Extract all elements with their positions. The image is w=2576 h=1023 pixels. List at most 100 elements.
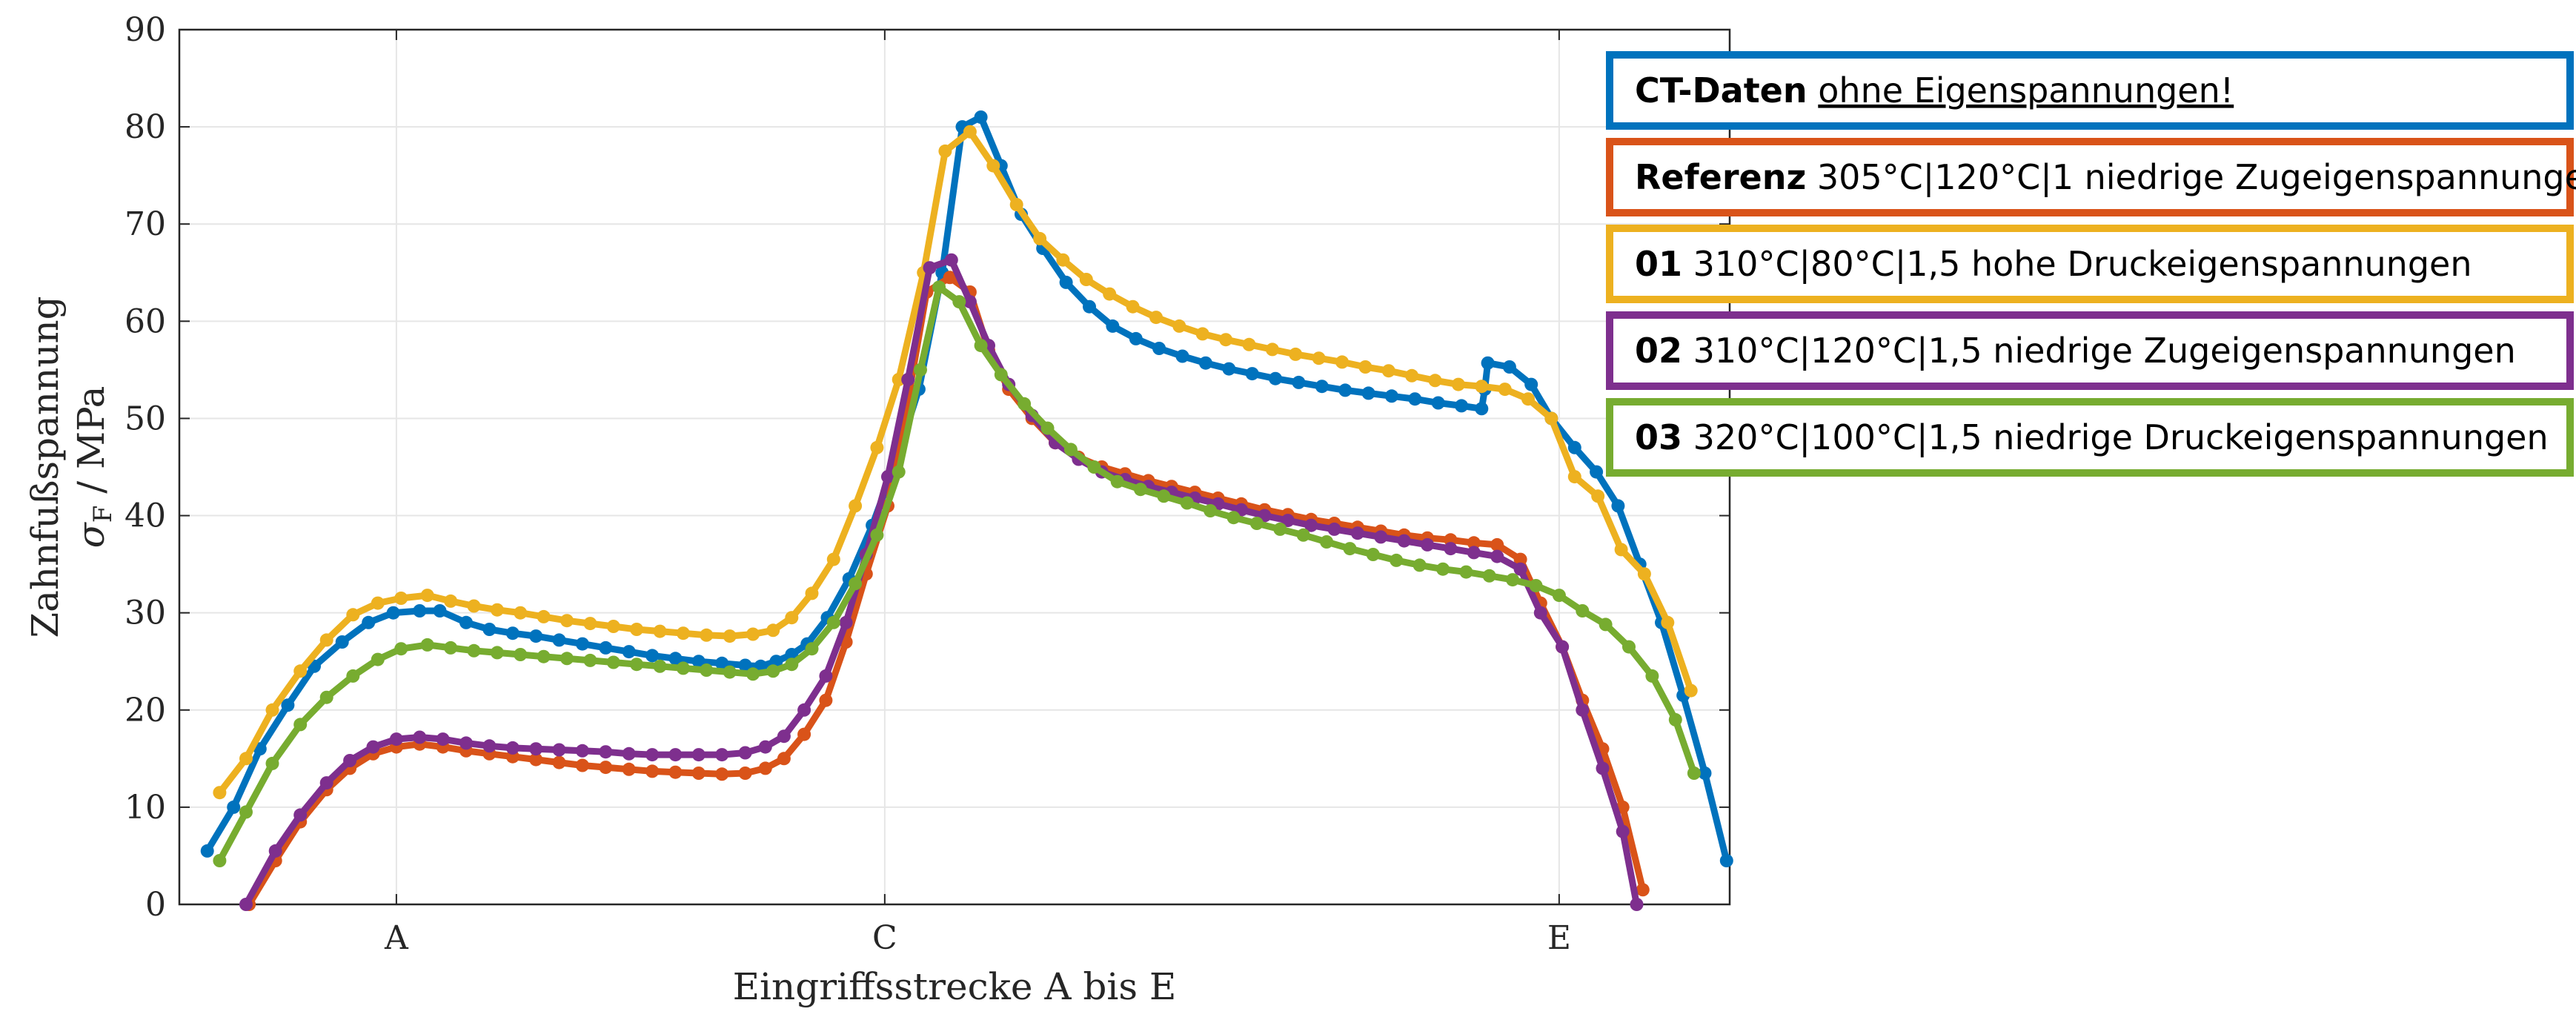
data-point	[870, 528, 884, 542]
data-point	[746, 627, 760, 641]
data-point	[200, 844, 214, 858]
data-point	[1475, 402, 1489, 416]
data-point	[371, 596, 385, 610]
data-point	[514, 606, 528, 620]
data-point	[467, 599, 481, 613]
legend-label-bold: 03	[1635, 417, 1682, 457]
data-point	[826, 552, 840, 566]
legend-label: 02 310°C|120°C|1,5 niedrige Zugeigenspan…	[1635, 331, 2516, 371]
data-point	[268, 844, 282, 858]
data-point	[1636, 883, 1650, 897]
data-point	[1684, 683, 1698, 698]
data-point	[1591, 489, 1605, 503]
data-point	[389, 732, 403, 746]
series-4	[239, 253, 1644, 911]
y-tick-label: 70	[125, 205, 166, 243]
data-point	[1350, 526, 1364, 540]
y-axis-symbol: σ	[70, 521, 113, 548]
data-point	[444, 640, 458, 655]
data-point	[994, 368, 1008, 382]
legend-label-bold: CT-Daten	[1635, 70, 1807, 110]
data-point	[1687, 767, 1701, 780]
data-point	[213, 854, 227, 867]
data-point	[293, 664, 308, 678]
data-point	[394, 592, 408, 605]
data-point	[805, 642, 819, 656]
data-point	[1180, 496, 1194, 510]
data-point	[1315, 380, 1329, 394]
data-point	[1312, 351, 1326, 365]
data-point	[676, 661, 690, 675]
data-point	[552, 755, 566, 769]
data-point	[227, 800, 241, 814]
legend-label-rest: 310°C|120°C|1,5 niedrige Zugeigenspannun…	[1682, 331, 2516, 371]
legend-label-rest: 320°C|100°C|1,5 niedrige Druckeigenspann…	[1682, 417, 2549, 458]
y-tick-label: 10	[125, 789, 166, 827]
data-point	[777, 729, 791, 744]
data-point	[552, 633, 566, 647]
y-tick-label: 90	[125, 11, 166, 49]
data-point	[482, 739, 497, 753]
data-point	[575, 744, 589, 758]
data-point	[366, 740, 380, 754]
data-point	[1343, 542, 1357, 556]
data-point	[914, 362, 927, 377]
data-point	[819, 669, 833, 683]
data-point	[1134, 483, 1147, 497]
data-point	[645, 748, 660, 762]
data-point	[420, 638, 434, 652]
data-point	[1590, 465, 1604, 479]
data-point	[529, 742, 543, 756]
data-point	[974, 110, 988, 124]
x-tick-label: C	[872, 919, 897, 957]
y-tick-label: 80	[125, 108, 166, 146]
data-point	[923, 261, 937, 275]
data-point	[346, 608, 360, 622]
data-point	[1567, 440, 1581, 454]
data-point	[1544, 411, 1558, 426]
data-point	[622, 645, 636, 659]
data-point	[1431, 396, 1445, 410]
data-point	[1455, 399, 1469, 413]
data-point	[1281, 514, 1295, 528]
data-point	[319, 776, 333, 790]
legend-item-3: 01 310°C|80°C|1,5 hohe Druckeigenspannun…	[1606, 225, 2574, 303]
data-point	[1304, 518, 1318, 532]
data-point	[700, 663, 714, 677]
data-point	[974, 339, 988, 353]
data-point	[1444, 542, 1458, 556]
legend-item-5: 03 320°C|100°C|1,5 niedrige Druckeigensp…	[1606, 398, 2574, 477]
legend-box	[1606, 138, 2574, 216]
data-point	[1576, 703, 1590, 717]
data-point	[444, 594, 458, 608]
data-point	[630, 623, 644, 636]
data-point	[575, 637, 589, 651]
data-point	[691, 655, 706, 669]
data-point	[1599, 618, 1613, 632]
data-point	[505, 626, 519, 640]
data-point	[797, 727, 811, 741]
legend-item-2: Referenz 305°C|120°C|1 niedrige Zugeigen…	[1606, 138, 2576, 216]
data-point	[943, 271, 957, 285]
legend-label-rest: 310°C|80°C|1,5 hohe Druckeigenspannungen	[1682, 244, 2472, 285]
legend-label-bold: 02	[1635, 331, 1682, 371]
legend-label-rest: ohne Eigenspannungen!	[1818, 70, 2234, 110]
data-point	[1719, 854, 1733, 867]
legend-box	[1606, 225, 2574, 303]
data-point	[239, 898, 253, 911]
data-point	[467, 643, 481, 658]
legend-label: 01 310°C|80°C|1,5 hohe Druckeigenspannun…	[1635, 244, 2472, 285]
data-point	[1513, 562, 1527, 576]
data-point	[746, 667, 760, 681]
series-line	[216, 283, 1698, 864]
y-tick-label: 0	[145, 886, 166, 924]
data-point	[319, 690, 333, 704]
data-point	[213, 786, 227, 800]
data-point	[394, 642, 408, 656]
data-point	[1405, 368, 1419, 383]
data-point	[1059, 275, 1073, 289]
data-point	[436, 732, 450, 746]
data-point	[1698, 767, 1712, 780]
data-point	[1596, 761, 1610, 775]
